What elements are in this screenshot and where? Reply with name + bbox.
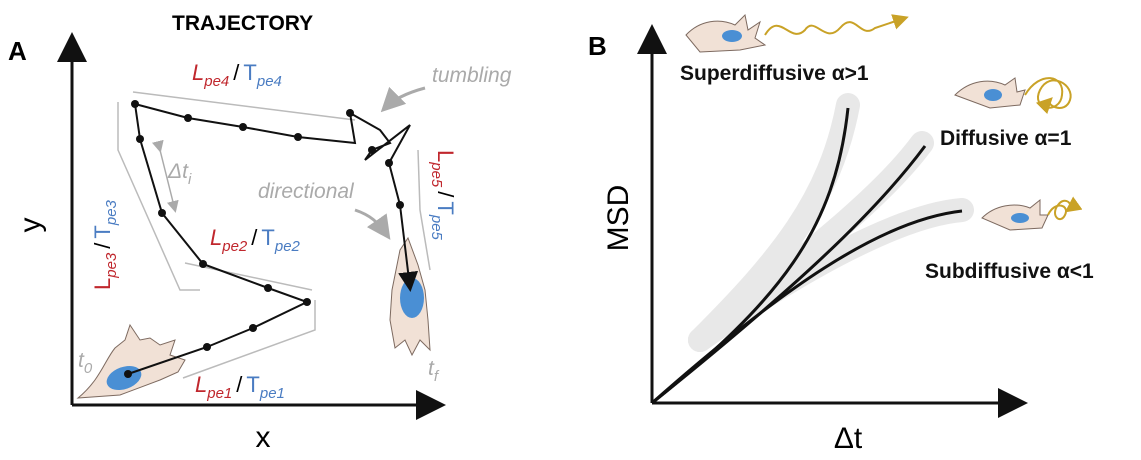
panel-a: A TRAJECTORY y x Δti tumbling directiona… xyxy=(8,12,512,454)
figure: A TRAJECTORY y x Δti tumbling directiona… xyxy=(0,0,1141,455)
x-label: x xyxy=(256,421,271,454)
t0-label: t0 xyxy=(78,349,93,377)
panel-letter: A xyxy=(8,36,27,66)
track xyxy=(1048,201,1070,219)
segment-label: Lpe1/Tpe1 xyxy=(195,372,285,402)
track xyxy=(1025,78,1071,108)
panel-letter: B xyxy=(588,31,607,61)
x-label: Δt xyxy=(834,422,863,455)
directional-label: directional xyxy=(258,180,355,203)
y-label: MSD xyxy=(602,185,635,252)
segment-label: Lpe5/Tpe5 xyxy=(428,150,458,241)
segment-label: Lpe2/Tpe2 xyxy=(210,225,301,255)
segment-label: Lpe4/Tpe4 xyxy=(192,60,282,90)
panel-b: B MSD Δt Superdiffusive α>1 Diffusive α=… xyxy=(588,15,1094,455)
regime-label: Diffusive α=1 xyxy=(940,127,1072,150)
tf-label: tf xyxy=(428,357,440,385)
segment-label: Lpe3/Tpe3 xyxy=(90,199,120,290)
nucleus xyxy=(722,30,742,42)
directional-arrow xyxy=(355,210,387,235)
tumbling-label: tumbling xyxy=(432,64,512,87)
regime-label: Superdiffusive α>1 xyxy=(680,62,869,85)
nucleus xyxy=(984,89,1002,101)
track xyxy=(765,18,905,35)
nucleus xyxy=(1011,213,1029,223)
tumbling-arrow xyxy=(385,88,425,108)
cell-start xyxy=(78,325,185,398)
title: TRAJECTORY xyxy=(172,12,313,35)
dt-label: Δti xyxy=(167,160,192,188)
nucleus xyxy=(400,278,424,318)
regime-label: Subdiffusive α<1 xyxy=(925,260,1094,283)
halos xyxy=(700,105,962,340)
y-label: y xyxy=(14,218,47,233)
